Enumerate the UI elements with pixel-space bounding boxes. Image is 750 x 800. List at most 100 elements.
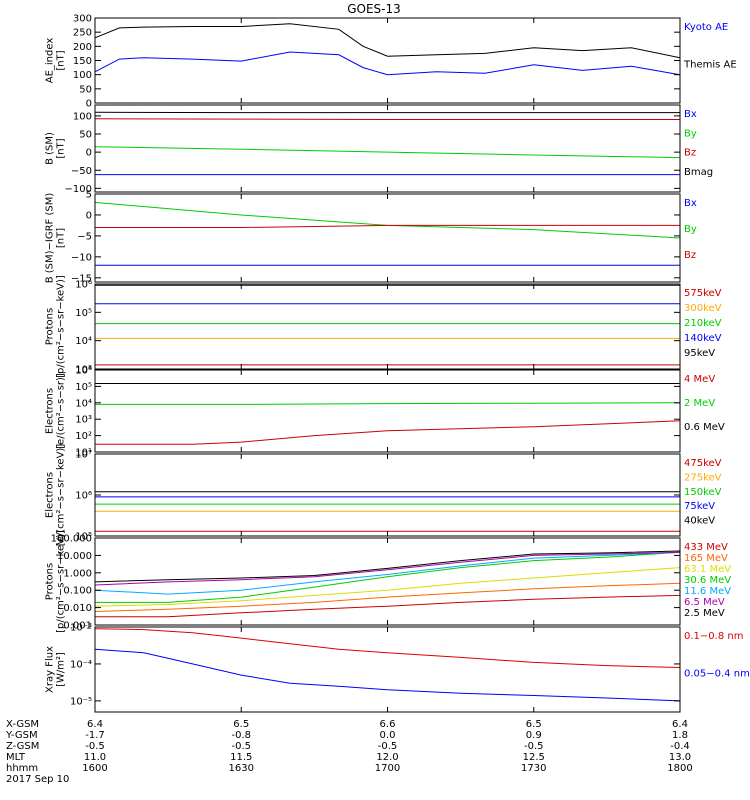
series-line-3-2: [94, 201, 681, 239]
series-line-5-2: [95, 402, 681, 405]
series-line-3-3: [95, 224, 680, 228]
legend-label: 30.6 MeV: [684, 575, 731, 586]
time-axis-value: 11.0: [84, 752, 106, 763]
time-axis-value: 1600: [82, 763, 107, 774]
time-axis-value: 6.4: [87, 719, 103, 730]
y-tick-label: 0.010: [63, 603, 92, 614]
y-axis-label: AE_index: [45, 38, 56, 84]
legend-label: 75keV: [684, 501, 715, 512]
y-axis-label: [W/m²]: [56, 652, 67, 687]
y-axis-label: B (SM): [45, 132, 56, 165]
legend-label: By: [684, 224, 697, 235]
y-axis-label: [nT]: [56, 138, 67, 158]
y-tick-label: 50: [79, 84, 92, 95]
legend-label: 63.1 MeV: [684, 564, 731, 575]
time-axis-value: -1.7: [85, 730, 105, 741]
time-axis-value: 6.5: [526, 719, 542, 730]
series-line-2-2: [94, 146, 681, 159]
time-axis-value: -0.5: [85, 741, 105, 752]
y-tick-label: 0.100: [63, 586, 92, 597]
y-tick-label: 10⁶: [75, 280, 92, 291]
time-axis-row-label: hhmm: [6, 763, 38, 774]
date-label: 2017 Sep 10: [6, 774, 69, 785]
time-axis-value: 0.0: [380, 730, 396, 741]
y-axis-label: Protons: [45, 563, 56, 600]
legend-label: 210keV: [684, 318, 722, 329]
series-line-1-1: [94, 51, 681, 76]
y-axis-label: B (SM)−IGRF (SM): [45, 193, 56, 284]
y-tick-label: 10¹: [75, 448, 92, 459]
series-line-7-4: [95, 551, 681, 603]
y-tick-label: 10⁷: [75, 450, 92, 461]
y-tick-label: 50: [79, 130, 92, 141]
legend-label: 475keV: [684, 458, 722, 469]
y-tick-label: 250: [73, 28, 92, 39]
y-axis-label: [p/(cm²−s−sr−keV)]: [56, 530, 67, 633]
legend-label: 95keV: [684, 348, 715, 359]
series-line-7-3: [94, 567, 681, 607]
series-line-7-6: [94, 551, 681, 586]
y-tick-label: 10⁻³: [70, 623, 92, 634]
y-axis-label: [e/(cm²−s−sr−keV)]: [56, 444, 67, 547]
y-axis-label: Electrons: [45, 388, 56, 434]
legend-label: By: [684, 128, 697, 139]
y-tick-label: −15: [71, 273, 92, 284]
legend-label: Bz: [684, 250, 696, 261]
legend-label: Themis AE: [683, 60, 737, 71]
legend-label: 575keV: [684, 288, 722, 299]
y-axis-label: [p/(cm²−s−sr−keV)]: [56, 275, 67, 378]
y-tick-label: 10⁴: [75, 336, 92, 347]
time-axis-value: -0.5: [231, 741, 251, 752]
legend-label: 300keV: [684, 303, 722, 314]
y-axis-label: Electrons: [45, 472, 56, 518]
legend-label: 0.05−0.4 nm: [684, 669, 750, 680]
panel-8: 0.1−0.8 nm 0.05−0.4 nm 10⁻⁵ 10⁻⁴ 10⁻³ Xray Fl…: [45, 623, 750, 713]
panel-2: Bx By Bz Bmag −100 −50 0 50 100 B (SM) [nT]: [45, 104, 713, 195]
legend-label: 4 MeV: [684, 374, 715, 385]
series-line-2-3: [94, 118, 680, 120]
y-tick-label: 0: [86, 211, 92, 222]
time-axis-value: 12.5: [523, 752, 545, 763]
y-tick-label: 200: [73, 42, 92, 53]
series-line-7-2: [94, 582, 681, 612]
y-tick-label: 10⁻⁵: [70, 696, 92, 707]
y-axis-label: Protons: [45, 308, 56, 345]
legend-label: 150keV: [684, 487, 722, 498]
time-axis-value: 1630: [229, 763, 254, 774]
time-axis-row-label: Z-GSM: [6, 741, 39, 752]
y-tick-label: 10.000: [57, 551, 92, 562]
legend-label: Bmag: [684, 167, 713, 178]
y-tick-label: −100: [65, 184, 92, 195]
y-tick-label: 10²: [75, 431, 92, 442]
series-line-8-1: [94, 628, 681, 668]
time-axis-value: 13.0: [669, 752, 691, 763]
y-axis-label: [nT]: [56, 228, 67, 248]
series-line-8-2: [94, 648, 681, 702]
legend-label: 11.6 MeV: [684, 586, 731, 597]
time-axis-value: 0.9: [526, 730, 542, 741]
time-axis-value: 1730: [521, 763, 546, 774]
series-line-1-2: [94, 23, 681, 59]
y-tick-label: 10⁵: [75, 308, 92, 319]
legend-label: 40keV: [684, 516, 715, 527]
panel-frame: [94, 626, 681, 713]
time-axis-value: -0.5: [524, 741, 544, 752]
panel-5: 4 MeV 2 MeV 0.6 MeV 10¹ 10² 10³ 10⁴ 10⁵ 10⁶ Elect…: [45, 366, 725, 459]
panel-4: 575keV 300keV 210keV 140keV 95keV 10³ 10⁴ 10⁵ 10…: [45, 275, 722, 378]
series-line-7-1: [95, 594, 681, 618]
panel-6: 475keV 275keV 150keV 75keV 40keV 10⁵ 10⁶ 10⁷ Ele…: [45, 444, 722, 547]
legend-label: Kyoto AE: [684, 22, 728, 33]
legend-label: 6.5 MeV: [684, 597, 725, 608]
y-axis-label: [e/(cm²−s−sr)]: [56, 373, 67, 449]
time-axis-value: 12.0: [376, 752, 398, 763]
chart-title: GOES-13: [347, 2, 401, 16]
legend-label: 0.6 MeV: [684, 422, 725, 433]
panel-1: Kyoto AE Themis AE 0 50 100 150 200 250 300 AE_in…: [45, 14, 737, 110]
y-tick-label: 0: [86, 99, 92, 110]
y-tick-label: 300: [73, 14, 92, 25]
time-axis-row-label: Y-GSM: [5, 730, 38, 741]
y-axis-label: [nT]: [56, 50, 67, 70]
time-axis-value: 11.5: [230, 752, 252, 763]
y-tick-label: 100.000: [51, 534, 92, 545]
